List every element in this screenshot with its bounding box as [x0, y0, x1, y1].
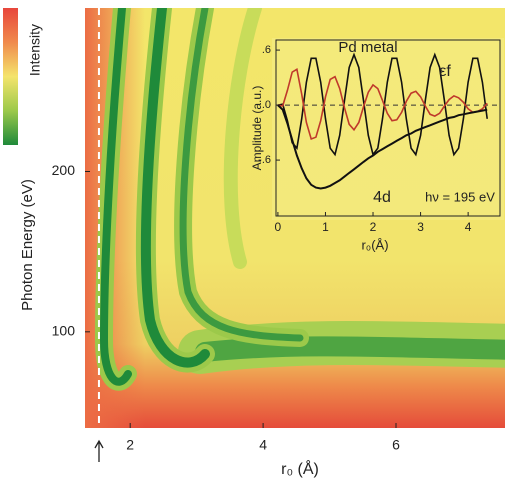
x-axis-label: r₀ (Å) [281, 459, 319, 478]
line-series [277, 52, 488, 157]
inset-x-label: r₀(Å) [361, 237, 388, 252]
x-tick-label: 0 [275, 220, 282, 234]
heatmap-band [99, 8, 132, 386]
heatmap [85, 8, 505, 428]
y-axis-label: Photon Energy (eV) [19, 179, 36, 311]
series-label: 4d [373, 189, 391, 206]
y-tick-label: -.6 [258, 154, 271, 166]
series-label: εf [439, 63, 451, 80]
y-tick-label: 100 [52, 323, 76, 339]
line-series [277, 104, 488, 190]
x-tick-label: 1 [322, 220, 329, 234]
x-tick-label: 4 [259, 437, 267, 453]
inset-frame [275, 39, 501, 217]
x-tick-label: 6 [392, 437, 400, 453]
inset-y-label: Amplitude (a.u.) [250, 86, 264, 171]
x-tick-label: 3 [417, 220, 424, 234]
inset-background [272, 38, 504, 220]
heatmap-band [179, 8, 304, 342]
y-tick-label: 200 [52, 162, 76, 178]
x-tick-label: 4 [465, 220, 472, 234]
y-tick-label: .6 [262, 44, 271, 56]
inset-annotation: hν = 195 eV [425, 189, 495, 204]
colorbar [3, 8, 18, 145]
line-series [277, 68, 488, 141]
arrow [94, 439, 104, 462]
x-tick-label: 2 [126, 437, 134, 453]
inset-title: Pd metal [338, 39, 397, 56]
heatmap-band [223, 8, 262, 269]
x-tick-label: 2 [370, 220, 377, 234]
colorbar-label: Intensity [27, 24, 43, 76]
heatmap-band [140, 8, 210, 368]
y-tick-label: .0 [262, 99, 271, 111]
heatmap-band [195, 336, 505, 362]
